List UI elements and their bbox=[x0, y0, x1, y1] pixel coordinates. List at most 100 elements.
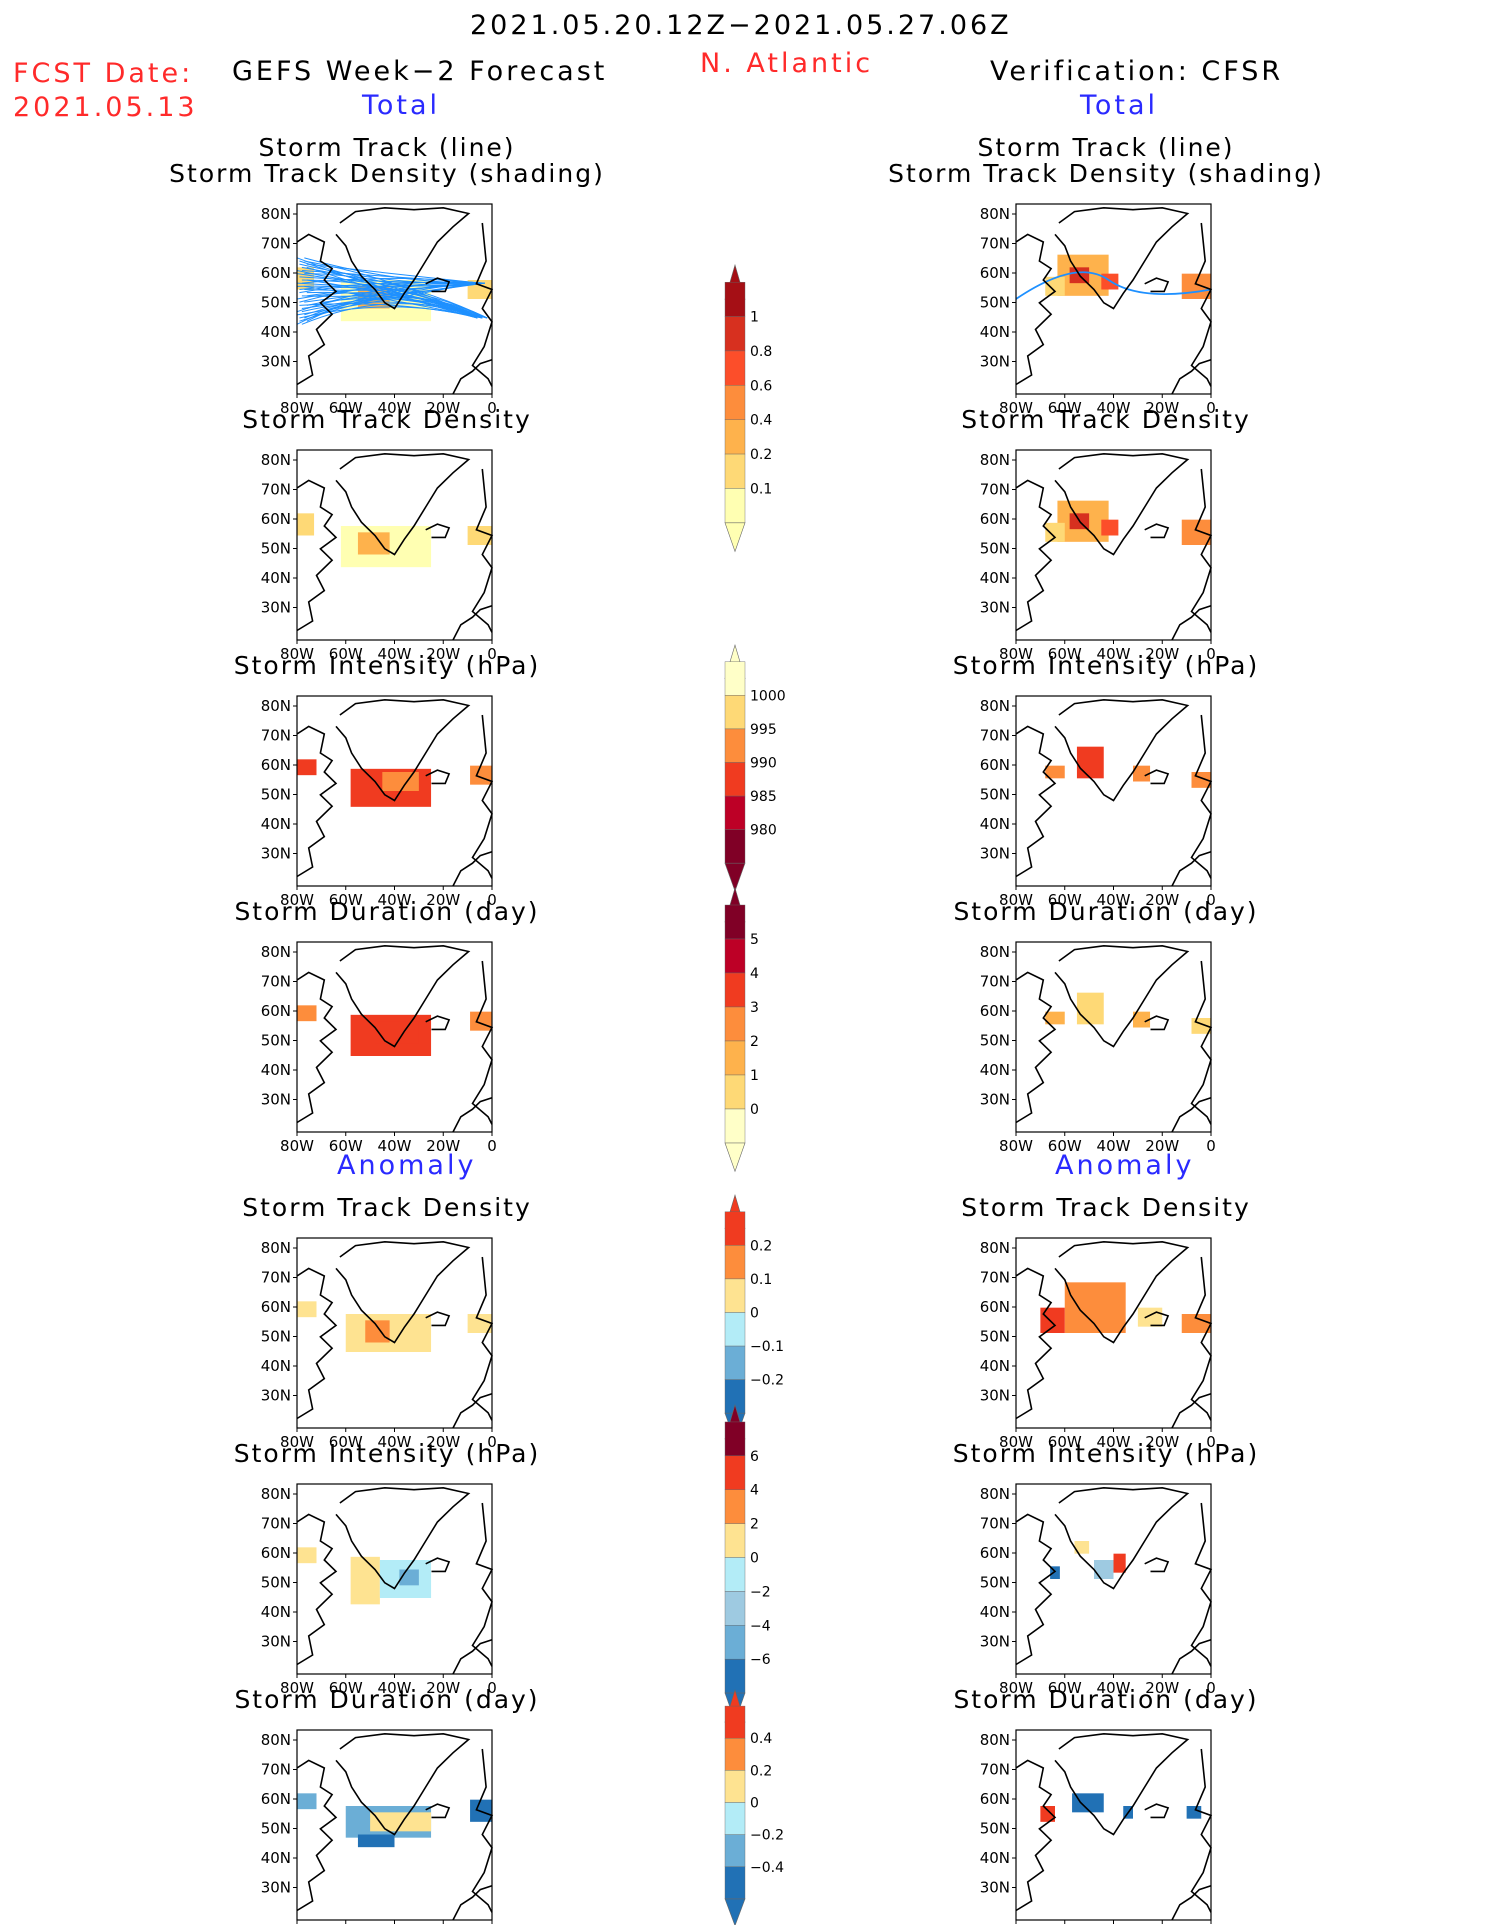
coastline-greenland bbox=[1054, 1732, 1190, 1836]
coastline-africa bbox=[452, 1393, 493, 1429]
lat-tick-label: 70N bbox=[980, 481, 1010, 499]
lat-tick-label: 40N bbox=[261, 1849, 291, 1867]
lat-tick-label: 30N bbox=[980, 1633, 1010, 1651]
shading-cell bbox=[357, 532, 390, 555]
lat-tick-label: 30N bbox=[980, 1879, 1010, 1897]
coastline-north-america bbox=[1015, 233, 1057, 386]
coastline-africa bbox=[452, 851, 493, 887]
lon-tick-label: 40W bbox=[1097, 1433, 1131, 1451]
colorbar-segment bbox=[724, 661, 746, 696]
lon-tick-label: 60W bbox=[1048, 891, 1082, 909]
colorbar-segment bbox=[724, 728, 746, 763]
coastline-greenland bbox=[1054, 206, 1190, 310]
coastline-africa bbox=[1171, 851, 1212, 887]
panel-title-right-0a: Storm Track (line) bbox=[977, 133, 1235, 162]
colorbar-segment bbox=[724, 1738, 746, 1771]
panel-title-right-1: Storm Track Density bbox=[961, 405, 1251, 434]
lat-tick-label: 80N bbox=[261, 1239, 291, 1257]
lon-tick-label: 60W bbox=[329, 1137, 363, 1155]
panel-title-left-4: Storm Track Density bbox=[242, 1193, 532, 1222]
lat-tick-label: 60N bbox=[980, 756, 1010, 774]
colorbar-segment bbox=[724, 1705, 746, 1739]
shading-cell bbox=[1040, 1806, 1055, 1822]
coastline-greenland bbox=[1054, 1240, 1190, 1344]
storm-track-line bbox=[304, 298, 483, 319]
verification-total-label: Total bbox=[1080, 90, 1159, 121]
lat-tick-label: 70N bbox=[980, 1269, 1010, 1287]
lat-tick-label: 70N bbox=[980, 1761, 1010, 1779]
lat-tick-label: 50N bbox=[261, 540, 291, 558]
lat-tick-label: 50N bbox=[980, 294, 1010, 312]
coastline-europe bbox=[471, 960, 494, 1125]
lon-tick-label: 60W bbox=[1048, 1433, 1082, 1451]
coastline-iceland bbox=[1144, 277, 1170, 293]
colorbar-segment bbox=[724, 972, 746, 1008]
lat-tick-label: 40N bbox=[980, 323, 1010, 341]
colorbar-label: 0 bbox=[750, 1306, 759, 1322]
lon-tick-label: 0 bbox=[1206, 1137, 1216, 1155]
lon-tick-label: 40W bbox=[1097, 891, 1131, 909]
lat-tick-label: 50N bbox=[261, 294, 291, 312]
coastline-africa bbox=[1171, 605, 1212, 641]
shading-cell bbox=[1074, 1541, 1090, 1554]
colorbar-label: 0.2 bbox=[750, 447, 772, 463]
coastline-iceland bbox=[1144, 769, 1170, 785]
coastline-africa bbox=[452, 1639, 493, 1675]
colorbar-label: 1 bbox=[750, 1068, 759, 1084]
colorbar-label: −6 bbox=[750, 1652, 771, 1668]
colorbar-segment bbox=[724, 904, 746, 940]
coastline-africa bbox=[452, 1885, 493, 1921]
colorbar-segment bbox=[724, 1523, 746, 1558]
shading-cell bbox=[1181, 1314, 1211, 1333]
lon-tick-label: 20W bbox=[426, 1433, 460, 1451]
shading-cell bbox=[1094, 1560, 1114, 1579]
coastline-europe bbox=[1190, 960, 1213, 1125]
coastline-greenland bbox=[1054, 452, 1190, 556]
fcst-date-value: 2021.05.13 bbox=[13, 92, 198, 123]
coastline-europe bbox=[1190, 222, 1213, 387]
lon-tick-label: 20W bbox=[1145, 1433, 1179, 1451]
coastline-europe bbox=[471, 222, 494, 387]
shading-cell bbox=[1076, 992, 1104, 1025]
coastline-north-america bbox=[296, 1267, 338, 1420]
lat-tick-label: 80N bbox=[980, 1239, 1010, 1257]
coastline-north-america bbox=[296, 479, 338, 632]
lat-tick-label: 30N bbox=[980, 1091, 1010, 1109]
lat-tick-label: 60N bbox=[980, 1790, 1010, 1808]
colorbar-label: −0.1 bbox=[750, 1339, 784, 1355]
colorbar-segment bbox=[724, 1557, 746, 1592]
shading-cell bbox=[1045, 276, 1065, 296]
forecast-total-label: Total bbox=[362, 90, 441, 121]
lat-tick-label: 30N bbox=[980, 1387, 1010, 1405]
lat-tick-label: 70N bbox=[980, 727, 1010, 745]
coastline-greenland bbox=[335, 1732, 471, 1836]
panel-title-right-2: Storm Intensity (hPa) bbox=[952, 651, 1260, 680]
colorbar-segment bbox=[724, 1866, 746, 1900]
lon-tick-label: 40W bbox=[378, 1433, 412, 1451]
lon-tick-label: 20W bbox=[1145, 645, 1179, 663]
lon-tick-label: 0 bbox=[1206, 645, 1216, 663]
panel-title-left-2: Storm Intensity (hPa) bbox=[233, 651, 541, 680]
colorbar-segment bbox=[724, 829, 746, 864]
lat-tick-label: 30N bbox=[261, 1633, 291, 1651]
colorbar-label: −2 bbox=[750, 1584, 771, 1600]
lat-tick-label: 70N bbox=[261, 1269, 291, 1287]
coastline-europe bbox=[471, 1502, 494, 1667]
coastline-europe bbox=[1190, 1256, 1213, 1421]
colorbar-label: −4 bbox=[750, 1618, 771, 1634]
lon-tick-label: 80W bbox=[280, 399, 314, 417]
lon-tick-label: 0 bbox=[487, 645, 497, 663]
colorbar-segment bbox=[724, 1211, 746, 1246]
coastline-greenland bbox=[335, 452, 471, 556]
panel-title-left-6: Storm Duration (day) bbox=[234, 1685, 540, 1714]
shading-cell bbox=[365, 1320, 390, 1343]
shading-cell bbox=[1133, 1011, 1151, 1028]
coastline-greenland bbox=[1054, 944, 1190, 1048]
shading-cell bbox=[350, 1556, 380, 1605]
coastline-iceland bbox=[1144, 1557, 1170, 1573]
colorbar-segment bbox=[724, 1278, 746, 1313]
lon-tick-label: 40W bbox=[1097, 645, 1131, 663]
lat-tick-label: 30N bbox=[980, 599, 1010, 617]
colorbar-segment bbox=[724, 1108, 746, 1144]
panel-title-right-0b: Storm Track Density (shading) bbox=[888, 159, 1324, 188]
